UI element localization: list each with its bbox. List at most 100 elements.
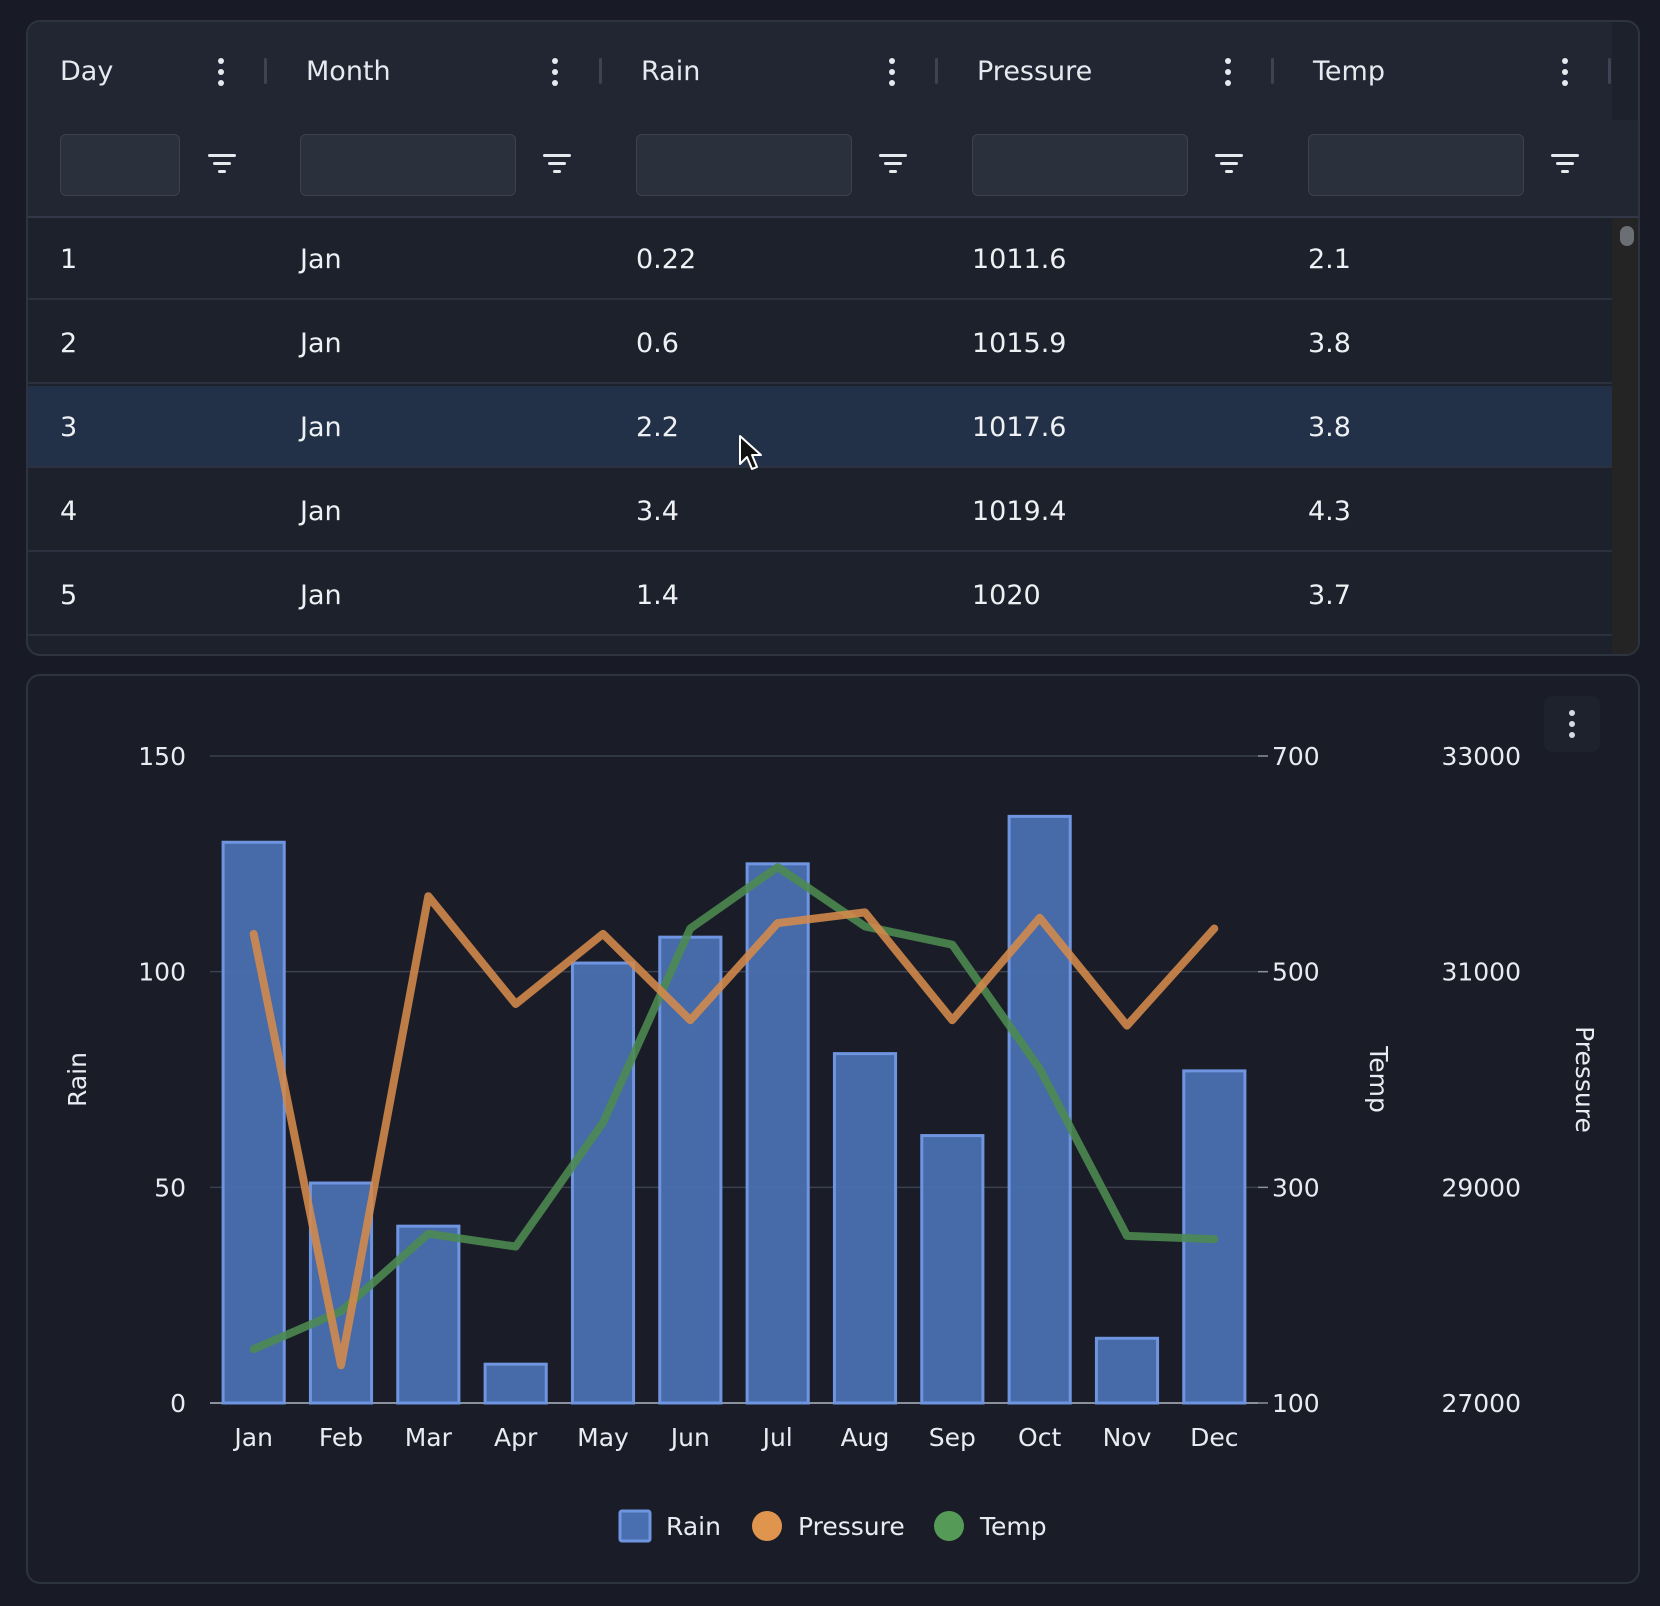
column-resize-handle[interactable] [1271, 58, 1274, 84]
x-tick-label: Aug [841, 1423, 890, 1452]
legend-label-pressure: Pressure [798, 1512, 905, 1541]
cell-pressure: 1017.6 [972, 412, 1067, 443]
y-left-tick-label: 150 [138, 742, 186, 771]
cell-pressure: 1015.9 [972, 328, 1067, 359]
bar-rain [483, 1362, 548, 1405]
column-menu-icon[interactable] [1555, 56, 1575, 90]
column-resize-handle[interactable] [1608, 58, 1611, 84]
bar-rain [745, 862, 810, 1405]
x-tick-label: May [577, 1423, 629, 1452]
cell-month: Jan [300, 244, 342, 275]
grid-filter-row [28, 120, 1638, 218]
cell-temp: 3.8 [1308, 412, 1351, 443]
legend-swatch-pressure [752, 1511, 782, 1541]
column-menu-icon[interactable] [882, 56, 902, 90]
cell-month: Jan [300, 412, 342, 443]
column-header-label: Day [60, 56, 114, 87]
column-header-day[interactable]: Day [28, 22, 268, 120]
x-tick-label: Jul [761, 1423, 793, 1452]
filter-input-day[interactable] [60, 134, 180, 196]
mouse-cursor-icon [739, 435, 762, 470]
table-row[interactable]: 4 Jan 3.4 1019.4 4.3 [28, 470, 1612, 552]
y-temp-axis-title: Temp [1364, 1045, 1393, 1113]
cell-rain: 0.6 [636, 328, 679, 359]
cell-day: 2 [60, 328, 78, 359]
cell-temp: 2.1 [1308, 244, 1351, 275]
x-tick-label: Sep [929, 1423, 976, 1452]
column-header-rain[interactable]: Rain [603, 22, 939, 120]
filter-icon[interactable] [543, 152, 571, 176]
filter-input-temp[interactable] [1308, 134, 1524, 196]
column-header-label: Month [306, 56, 391, 87]
y-left-axis-title: Rain [63, 1052, 92, 1107]
y-temp-tick-label: 500 [1272, 958, 1320, 987]
series-line-temp [249, 863, 1219, 1354]
x-tick-label: Nov [1103, 1423, 1152, 1452]
scrollbar-thumb[interactable] [1620, 226, 1634, 246]
x-tick-label: Mar [405, 1423, 453, 1452]
cell-pressure: 1020 [972, 580, 1041, 611]
filter-icon[interactable] [1551, 152, 1579, 176]
y-pressure-axis-title: Pressure [1570, 1026, 1599, 1133]
filter-icon[interactable] [879, 152, 907, 176]
filter-icon[interactable] [208, 152, 236, 176]
cell-day: 5 [60, 580, 78, 611]
y-pressure-tick-label: 33000 [1441, 742, 1521, 771]
cell-temp: 3.7 [1308, 580, 1351, 611]
cell-temp: 3.8 [1308, 328, 1351, 359]
cell-day: 1 [60, 244, 78, 275]
y-temp-tick-label: 700 [1272, 742, 1320, 771]
column-header-month[interactable]: Month [268, 22, 603, 120]
bar-rain [658, 935, 723, 1405]
x-tick-label: Oct [1018, 1423, 1061, 1452]
grid-body: 1 Jan 0.22 1011.6 2.1 2 Jan 0.6 1015.9 3… [28, 218, 1612, 654]
column-header-label: Pressure [977, 56, 1093, 87]
grid-header-row: Day Month Rain Pressure Temp [28, 22, 1612, 122]
chart-menu-icon[interactable] [1544, 696, 1600, 752]
x-tick-label: Apr [494, 1423, 538, 1452]
bar-rain [570, 961, 636, 1405]
x-tick-label: Jun [669, 1423, 710, 1452]
table-row[interactable]: 1 Jan 0.22 1011.6 2.1 [28, 218, 1612, 300]
column-menu-icon[interactable] [545, 56, 565, 90]
cell-month: Jan [300, 496, 342, 527]
vertical-scrollbar[interactable] [1612, 218, 1638, 654]
cell-rain: 1.4 [636, 580, 679, 611]
y-temp-tick-label: 100 [1272, 1389, 1320, 1418]
y-pressure-tick-label: 31000 [1441, 958, 1521, 987]
y-left-tick-label: 100 [138, 958, 186, 987]
filter-icon[interactable] [1215, 152, 1243, 176]
cell-rain: 3.4 [636, 496, 679, 527]
y-temp-tick-label: 300 [1272, 1173, 1320, 1202]
filter-input-month[interactable] [300, 134, 516, 196]
bar-rain [221, 840, 286, 1405]
column-menu-icon[interactable] [211, 56, 231, 90]
column-resize-handle[interactable] [264, 58, 267, 84]
cell-temp: 4.3 [1308, 496, 1351, 527]
x-tick-label: Feb [319, 1423, 363, 1452]
x-tick-label: Dec [1190, 1423, 1238, 1452]
y-left-tick-label: 0 [170, 1389, 186, 1418]
legend-label-temp: Temp [979, 1512, 1047, 1541]
legend-swatch-rain [618, 1509, 652, 1543]
column-resize-handle[interactable] [599, 58, 602, 84]
filter-input-pressure[interactable] [972, 134, 1188, 196]
table-row[interactable]: 5 Jan 1.4 1020 3.7 [28, 554, 1612, 636]
table-row[interactable]: 2 Jan 0.6 1015.9 3.8 [28, 302, 1612, 384]
column-header-temp[interactable]: Temp [1275, 22, 1612, 120]
column-resize-handle[interactable] [935, 58, 938, 84]
legend-label-rain: Rain [666, 1512, 721, 1541]
series-line-pressure [249, 892, 1219, 1370]
filter-input-rain[interactable] [636, 134, 852, 196]
cell-month: Jan [300, 580, 342, 611]
legend-swatch-temp [934, 1511, 964, 1541]
column-header-label: Rain [641, 56, 701, 87]
cell-pressure: 1011.6 [972, 244, 1067, 275]
column-menu-icon[interactable] [1218, 56, 1238, 90]
cell-day: 4 [60, 496, 78, 527]
column-header-pressure[interactable]: Pressure [939, 22, 1275, 120]
y-pressure-tick-label: 27000 [1441, 1389, 1521, 1418]
cell-pressure: 1019.4 [972, 496, 1067, 527]
table-row-selected[interactable]: 3 Jan 2.2 1017.6 3.8 [28, 386, 1612, 468]
y-pressure-tick-label: 29000 [1441, 1173, 1521, 1202]
